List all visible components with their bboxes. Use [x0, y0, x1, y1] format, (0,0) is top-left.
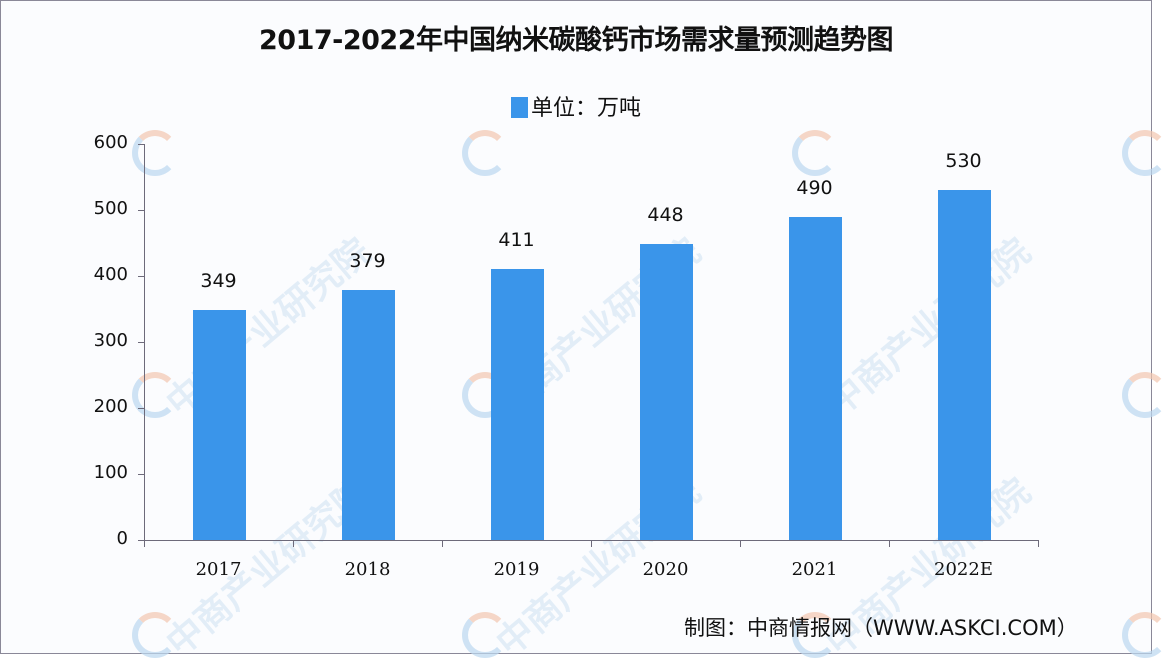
- y-tick-label: 0: [116, 528, 128, 549]
- bar-value-label: 530: [945, 150, 982, 173]
- y-tick-mark: [138, 474, 145, 475]
- x-tick-label: 2020: [642, 559, 689, 580]
- x-tick-label: 2018: [344, 559, 391, 580]
- y-tick-mark: [138, 276, 145, 277]
- bar-2022E: [937, 190, 991, 540]
- y-tick-mark: [138, 210, 145, 211]
- plot-area: 0 100 200 300 400 500 600 349 2017 379 2018 411 2019…: [93, 132, 1039, 580]
- legend-swatch: [510, 97, 528, 118]
- bar-2020: [639, 244, 693, 540]
- bar-value-label: 349: [200, 269, 237, 292]
- bar-value-label: 411: [498, 228, 535, 251]
- bar-2018: [341, 289, 395, 540]
- bar-2019: [490, 268, 544, 540]
- x-tick-mark: [591, 540, 592, 547]
- y-tick-mark: [138, 408, 145, 409]
- y-tick-label: 600: [93, 132, 128, 153]
- x-tick-mark: [293, 540, 294, 547]
- y-tick-mark: [138, 342, 145, 343]
- source-credit: 制图：中商情报网（WWW.ASKCI.COM）: [684, 616, 1078, 640]
- chart-legend: 单位：万吨: [0, 90, 1152, 122]
- x-tick-label: 2017: [195, 559, 242, 580]
- bar-value-label: 490: [796, 176, 833, 199]
- y-axis-line: [144, 144, 145, 547]
- y-tick-label: 500: [93, 198, 128, 219]
- bar-value-label: 379: [349, 249, 386, 272]
- y-tick-mark: [138, 144, 145, 145]
- x-axis-line: [138, 540, 1038, 541]
- x-tick-mark: [144, 540, 145, 547]
- x-tick-label: 2021: [791, 559, 838, 580]
- x-tick-mark: [442, 540, 443, 547]
- x-tick-mark: [1038, 540, 1039, 547]
- bar-2017: [192, 309, 246, 540]
- y-tick-mark: [138, 540, 145, 541]
- bar-value-label: 448: [647, 204, 684, 227]
- y-tick-label: 100: [93, 462, 128, 483]
- legend-label: 单位：万吨: [530, 96, 641, 121]
- y-tick-label: 400: [93, 264, 128, 285]
- bar-2021: [788, 216, 842, 540]
- x-tick-label: 2019: [493, 559, 540, 580]
- y-tick-label: 300: [93, 330, 128, 351]
- x-tick-mark: [740, 540, 741, 547]
- chart-title: 2017-2022年中国纳米碳酸钙市场需求量预测趋势图: [259, 25, 894, 56]
- y-tick-label: 200: [93, 396, 128, 417]
- x-tick-mark: [889, 540, 890, 547]
- x-tick-label: 2022E: [934, 559, 993, 580]
